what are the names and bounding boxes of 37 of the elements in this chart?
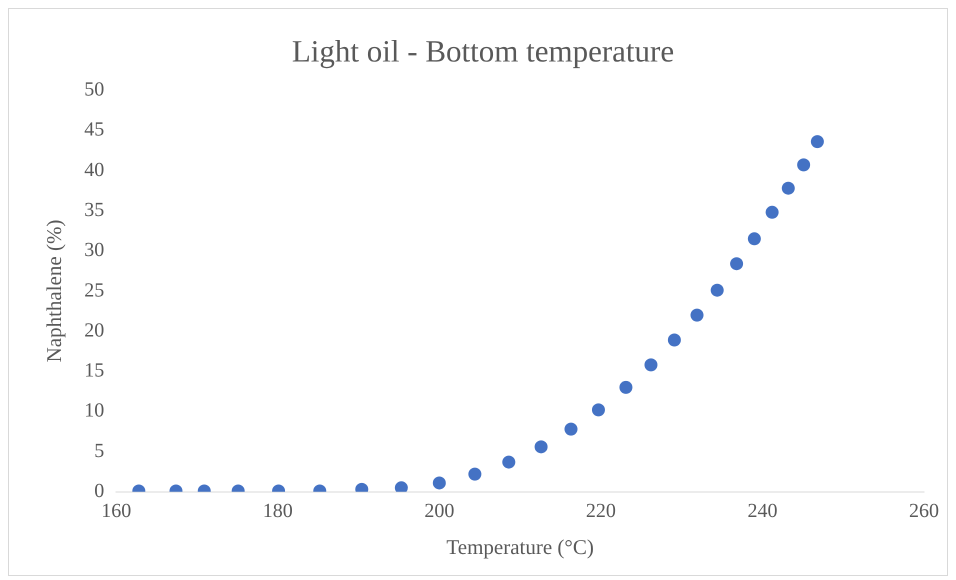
point bbox=[502, 456, 516, 469]
y-tick-label: 10 bbox=[84, 400, 104, 422]
point bbox=[748, 232, 761, 246]
y-tick-label: 25 bbox=[84, 279, 104, 302]
y-tick-label: 20 bbox=[84, 319, 104, 342]
point bbox=[432, 476, 446, 490]
point bbox=[619, 380, 632, 394]
x-tick-label: 240 bbox=[747, 500, 778, 522]
y-tick-label: 30 bbox=[84, 239, 104, 262]
x-tick-label: 160 bbox=[101, 500, 132, 522]
point bbox=[534, 440, 548, 454]
point bbox=[592, 403, 605, 416]
point bbox=[810, 135, 824, 148]
y-tick-label: 0 bbox=[94, 480, 104, 502]
y-tick-label: 40 bbox=[84, 158, 104, 181]
point bbox=[564, 422, 578, 436]
point bbox=[782, 182, 795, 195]
chart-title: Light oil - Bottom temperature bbox=[292, 34, 674, 69]
point bbox=[644, 358, 658, 372]
point bbox=[710, 284, 724, 297]
y-tick-label: 35 bbox=[84, 198, 104, 221]
y-tick-label: 45 bbox=[84, 118, 104, 141]
point bbox=[797, 158, 810, 172]
x-tick-label: 220 bbox=[586, 500, 616, 522]
y-tick-label: 50 bbox=[84, 78, 104, 100]
y-tick-label: 15 bbox=[84, 360, 104, 382]
y-tick-label: 5 bbox=[94, 440, 104, 462]
x-tick-label: 200 bbox=[424, 500, 454, 522]
point bbox=[468, 468, 482, 481]
point bbox=[668, 333, 681, 346]
point bbox=[690, 308, 704, 322]
point bbox=[730, 257, 744, 270]
x-tick-label: 260 bbox=[909, 500, 939, 522]
x-tick-label: 180 bbox=[262, 500, 293, 522]
point bbox=[766, 206, 779, 219]
y-axis-title: Naphthalene (%) bbox=[42, 220, 66, 362]
x-axis-title: Temperature (°C) bbox=[446, 534, 594, 559]
